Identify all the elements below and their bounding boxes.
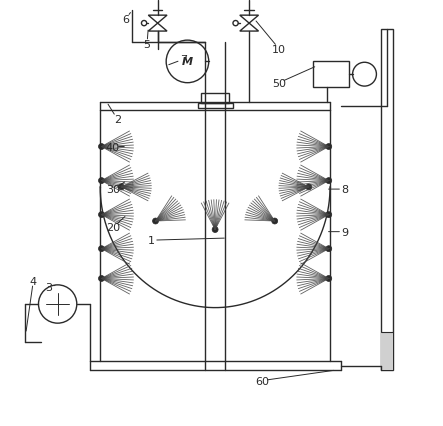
Bar — [201, 94, 229, 104]
Text: 8: 8 — [342, 184, 349, 195]
Text: 4: 4 — [30, 276, 37, 286]
Text: 2: 2 — [114, 115, 121, 124]
Circle shape — [326, 246, 332, 252]
Text: 10: 10 — [272, 45, 286, 55]
Text: 20: 20 — [106, 223, 120, 233]
Text: 50: 50 — [272, 78, 286, 89]
Circle shape — [326, 144, 332, 150]
Circle shape — [212, 227, 218, 233]
Text: 40: 40 — [106, 142, 120, 152]
Bar — [313, 62, 349, 88]
Text: 3: 3 — [46, 282, 53, 292]
Text: 9: 9 — [342, 227, 349, 237]
Text: 6: 6 — [122, 15, 129, 25]
Circle shape — [98, 212, 105, 218]
Text: 60: 60 — [255, 376, 269, 386]
Text: 7: 7 — [179, 55, 187, 65]
Circle shape — [98, 246, 105, 252]
Bar — [381, 332, 393, 370]
Circle shape — [326, 276, 332, 282]
Circle shape — [98, 144, 105, 150]
Circle shape — [272, 219, 278, 225]
Text: M: M — [182, 57, 193, 67]
Circle shape — [326, 212, 332, 218]
Text: 30: 30 — [106, 184, 120, 195]
Text: 5: 5 — [144, 40, 151, 50]
Circle shape — [98, 178, 105, 184]
Bar — [198, 104, 233, 109]
Circle shape — [326, 178, 332, 184]
Bar — [381, 30, 393, 370]
Circle shape — [306, 184, 312, 190]
Circle shape — [118, 184, 124, 190]
Text: 1: 1 — [148, 236, 155, 245]
Circle shape — [98, 276, 105, 282]
Circle shape — [152, 219, 159, 225]
